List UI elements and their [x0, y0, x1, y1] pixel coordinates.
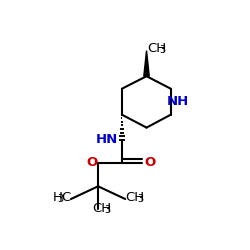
Text: CH: CH — [92, 202, 111, 215]
Text: HN: HN — [96, 133, 118, 146]
Polygon shape — [144, 50, 149, 76]
Text: H: H — [53, 191, 63, 204]
Text: 3: 3 — [160, 45, 166, 55]
Text: C: C — [61, 191, 70, 204]
Text: 3: 3 — [138, 194, 144, 204]
Text: CH: CH — [148, 42, 167, 55]
Text: 3: 3 — [57, 194, 63, 204]
Text: O: O — [145, 156, 156, 169]
Text: NH: NH — [166, 95, 189, 108]
Text: 3: 3 — [104, 205, 110, 215]
Text: O: O — [86, 156, 98, 169]
Text: CH: CH — [126, 191, 145, 204]
